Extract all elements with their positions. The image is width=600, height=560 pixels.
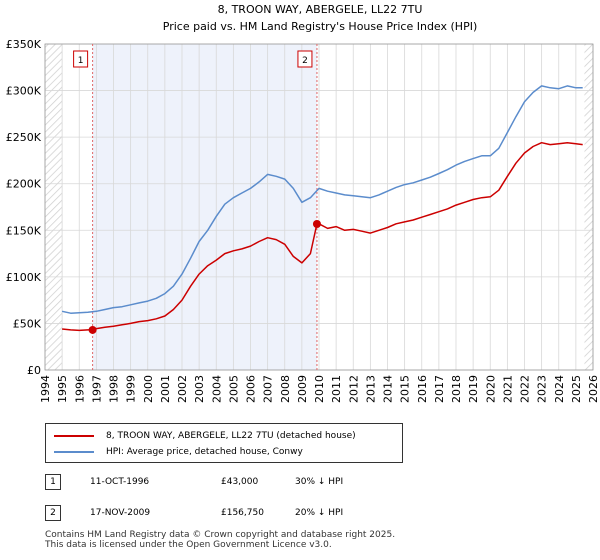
- legend-hpi-label: HPI: Average price, detached house, Conw…: [106, 447, 303, 457]
- annotation-box: [73, 50, 89, 68]
- x-tick-label: 2011: [330, 375, 343, 403]
- property-line-swatch: [54, 435, 94, 437]
- x-tick-label: 2004: [210, 375, 223, 403]
- legend-item-property: 8, TROON WAY, ABERGELE, LL22 7TU (detach…: [54, 428, 356, 444]
- x-tick-label: 2021: [501, 375, 514, 403]
- transaction-badge: 1: [45, 474, 61, 490]
- x-tick-label: 2009: [296, 375, 309, 403]
- x-tick-label: 2013: [364, 375, 377, 403]
- x-tick-label: 2024: [553, 375, 566, 403]
- hpi-line-swatch: [54, 451, 94, 453]
- x-tick-label: 2020: [484, 375, 497, 403]
- chart-title: 8, TROON WAY, ABERGELE, LL22 7TU: [218, 3, 423, 16]
- x-tick-label: 2014: [382, 375, 395, 403]
- hatched-region-left: [45, 44, 63, 370]
- x-tick-label: 2015: [399, 375, 412, 403]
- legend: 8, TROON WAY, ABERGELE, LL22 7TU (detach…: [45, 423, 403, 463]
- annotation-label: 1: [78, 56, 84, 66]
- x-tick-label: 1997: [90, 375, 103, 403]
- hatched-region-right: [584, 44, 593, 370]
- y-tick-label: £100K: [6, 271, 42, 284]
- sale-point: [88, 325, 97, 334]
- price-chart: 8, TROON WAY, ABERGELE, LL22 7TU Price p…: [6, 3, 600, 403]
- x-tick-label: 2002: [176, 375, 189, 403]
- transaction-price: £156,750: [221, 508, 264, 518]
- y-tick-label: £50K: [13, 317, 42, 330]
- x-tick-label: 2022: [519, 375, 532, 403]
- x-tick-label: 2019: [467, 375, 480, 403]
- x-tick-label: 1999: [125, 375, 138, 403]
- transaction-hpi: 30% ↓ HPI: [295, 477, 344, 487]
- hpi-line: [61, 85, 583, 314]
- x-tick-label: 2001: [159, 375, 172, 403]
- x-tick-label: 2023: [536, 375, 549, 403]
- x-tick-label: 2006: [245, 375, 258, 403]
- x-tick-label: 2012: [347, 375, 360, 403]
- x-tick-label: 2025: [570, 375, 583, 403]
- x-tick-label: 2026: [587, 375, 600, 403]
- x-tick-label: 2016: [416, 375, 429, 403]
- x-tick-label: 2000: [142, 375, 155, 403]
- legend-item-hpi: HPI: Average price, detached house, Conw…: [54, 444, 303, 460]
- sale-point: [312, 219, 321, 228]
- x-tick-label: 1994: [39, 375, 52, 403]
- annotation-box: [297, 50, 313, 68]
- x-tick-label: 2005: [227, 375, 240, 403]
- x-tick-label: 1998: [108, 375, 121, 403]
- y-tick-label: £200K: [6, 178, 42, 191]
- x-tick-label: 2007: [262, 375, 275, 403]
- y-tick-label: £250K: [6, 131, 42, 144]
- chart-subtitle: Price paid vs. HM Land Registry's House …: [163, 20, 478, 33]
- y-tick-label: £350K: [6, 38, 42, 51]
- footer-line: This data is licensed under the Open Gov…: [45, 540, 332, 550]
- x-tick-label: 2018: [450, 375, 463, 403]
- x-tick-label: 2003: [193, 375, 206, 403]
- transaction-row: 2 17-NOV-2009 £156,750 20% ↓ HPI: [45, 505, 405, 521]
- transaction-price: £43,000: [221, 477, 259, 487]
- y-tick-label: £300K: [6, 85, 42, 98]
- transaction-hpi: 20% ↓ HPI: [295, 508, 344, 518]
- legend-property-label: 8, TROON WAY, ABERGELE, LL22 7TU (detach…: [106, 431, 356, 441]
- footer-line: Contains HM Land Registry data © Crown c…: [45, 530, 396, 540]
- transaction-row: 1 11-OCT-1996 £43,000 30% ↓ HPI: [45, 474, 405, 490]
- transaction-badge: 2: [45, 505, 61, 521]
- y-tick-label: £0: [27, 364, 41, 377]
- transaction-date: 11-OCT-1996: [90, 477, 150, 487]
- annotation-label: 2: [302, 56, 308, 66]
- y-tick-label: £150K: [6, 224, 42, 237]
- x-tick-label: 2010: [313, 375, 326, 403]
- ownership-period-band: [92, 44, 317, 370]
- transaction-date: 17-NOV-2009: [90, 508, 151, 518]
- x-tick-label: 2017: [433, 375, 446, 403]
- plot-frame: [44, 43, 594, 371]
- x-tick-label: 1996: [73, 375, 86, 403]
- x-tick-label: 2008: [279, 375, 292, 403]
- footer-attribution: Contains HM Land Registry data © Crown c…: [45, 530, 395, 550]
- plot-area: £0 £50K £100K £150K £200K £250K £300K £350K 1994…: [6, 38, 600, 403]
- x-tick-label: 1995: [56, 375, 69, 403]
